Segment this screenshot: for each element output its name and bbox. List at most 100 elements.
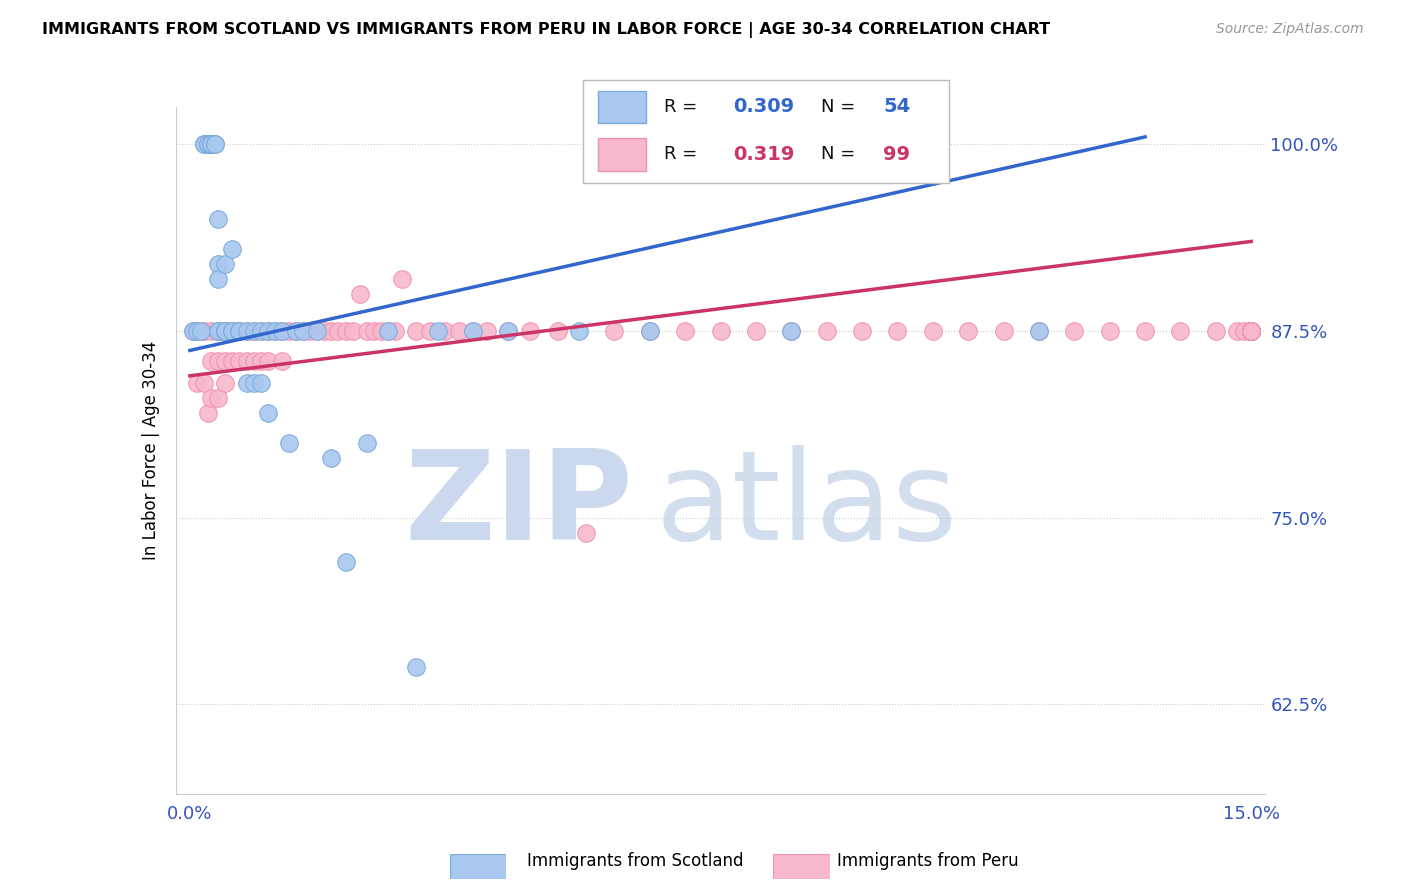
FancyBboxPatch shape: [773, 854, 830, 879]
Point: [328, 324, 350, 338]
Text: R =: R =: [664, 98, 697, 116]
Point: [207, 324, 229, 338]
FancyBboxPatch shape: [450, 854, 506, 879]
Point: [242, 324, 264, 338]
Point: [200, 391, 222, 405]
Point: [603, 324, 626, 338]
Point: [242, 376, 264, 391]
Point: [321, 324, 343, 338]
Point: [235, 324, 257, 338]
Point: [1233, 324, 1256, 338]
Point: [349, 286, 371, 301]
Point: [1240, 324, 1263, 338]
Point: [207, 324, 229, 338]
Point: [278, 324, 301, 338]
Point: [214, 324, 236, 338]
Point: [190, 324, 212, 338]
Point: [1133, 324, 1156, 338]
Point: [1240, 324, 1263, 338]
Point: [221, 324, 243, 338]
Point: [214, 324, 236, 338]
Point: [461, 324, 484, 338]
Point: [197, 137, 219, 152]
Y-axis label: In Labor Force | Age 30-34: In Labor Force | Age 30-34: [142, 341, 160, 560]
Point: [745, 324, 768, 338]
Point: [235, 354, 257, 368]
Text: ZIP: ZIP: [405, 445, 633, 566]
Point: [249, 376, 271, 391]
Point: [886, 324, 908, 338]
Point: [183, 324, 205, 338]
Point: [193, 376, 215, 391]
Point: [292, 324, 315, 338]
Point: [1205, 324, 1227, 338]
Point: [391, 271, 413, 285]
Point: [183, 324, 205, 338]
Text: N =: N =: [821, 98, 855, 116]
Text: Immigrants from Scotland: Immigrants from Scotland: [527, 852, 744, 870]
Point: [426, 324, 449, 338]
Point: [447, 324, 470, 338]
Point: [214, 257, 236, 271]
Point: [1226, 324, 1249, 338]
Point: [780, 324, 803, 338]
Point: [419, 324, 441, 338]
Point: [292, 324, 315, 338]
Point: [207, 354, 229, 368]
Point: [335, 556, 357, 570]
Point: [193, 324, 215, 338]
Text: N =: N =: [821, 145, 855, 163]
Point: [1063, 324, 1085, 338]
Point: [200, 354, 222, 368]
Point: [1240, 324, 1263, 338]
Point: [321, 450, 343, 465]
Point: [568, 324, 591, 338]
Point: [285, 324, 308, 338]
Point: [228, 324, 250, 338]
Point: [235, 376, 257, 391]
Point: [1240, 324, 1263, 338]
Point: [307, 324, 329, 338]
Point: [1240, 324, 1263, 338]
Point: [228, 324, 250, 338]
Point: [200, 137, 222, 152]
Text: 54: 54: [883, 97, 911, 117]
Point: [242, 354, 264, 368]
Point: [256, 324, 278, 338]
Point: [519, 324, 541, 338]
Point: [197, 406, 219, 420]
Point: [249, 324, 271, 338]
Point: [1240, 324, 1263, 338]
Point: [1240, 324, 1263, 338]
Point: [1240, 324, 1263, 338]
Point: [780, 324, 803, 338]
Point: [235, 324, 257, 338]
Point: [228, 354, 250, 368]
Point: [851, 324, 873, 338]
Point: [214, 324, 236, 338]
Point: [228, 324, 250, 338]
Point: [197, 137, 219, 152]
Point: [710, 324, 733, 338]
Point: [1098, 324, 1121, 338]
Point: [207, 324, 229, 338]
Point: [1240, 324, 1263, 338]
Point: [249, 324, 271, 338]
Point: [1028, 324, 1050, 338]
Point: [377, 324, 399, 338]
Point: [1028, 324, 1050, 338]
Point: [1240, 324, 1263, 338]
Point: [242, 324, 264, 338]
Point: [1170, 324, 1192, 338]
Point: [207, 324, 229, 338]
Point: [256, 354, 278, 368]
Point: [256, 406, 278, 420]
Point: [405, 324, 427, 338]
Point: [299, 324, 322, 338]
Text: IMMIGRANTS FROM SCOTLAND VS IMMIGRANTS FROM PERU IN LABOR FORCE | AGE 30-34 CORR: IMMIGRANTS FROM SCOTLAND VS IMMIGRANTS F…: [42, 22, 1050, 38]
Point: [207, 257, 229, 271]
Point: [186, 324, 208, 338]
Point: [221, 354, 243, 368]
Point: [190, 324, 212, 338]
Point: [249, 354, 271, 368]
